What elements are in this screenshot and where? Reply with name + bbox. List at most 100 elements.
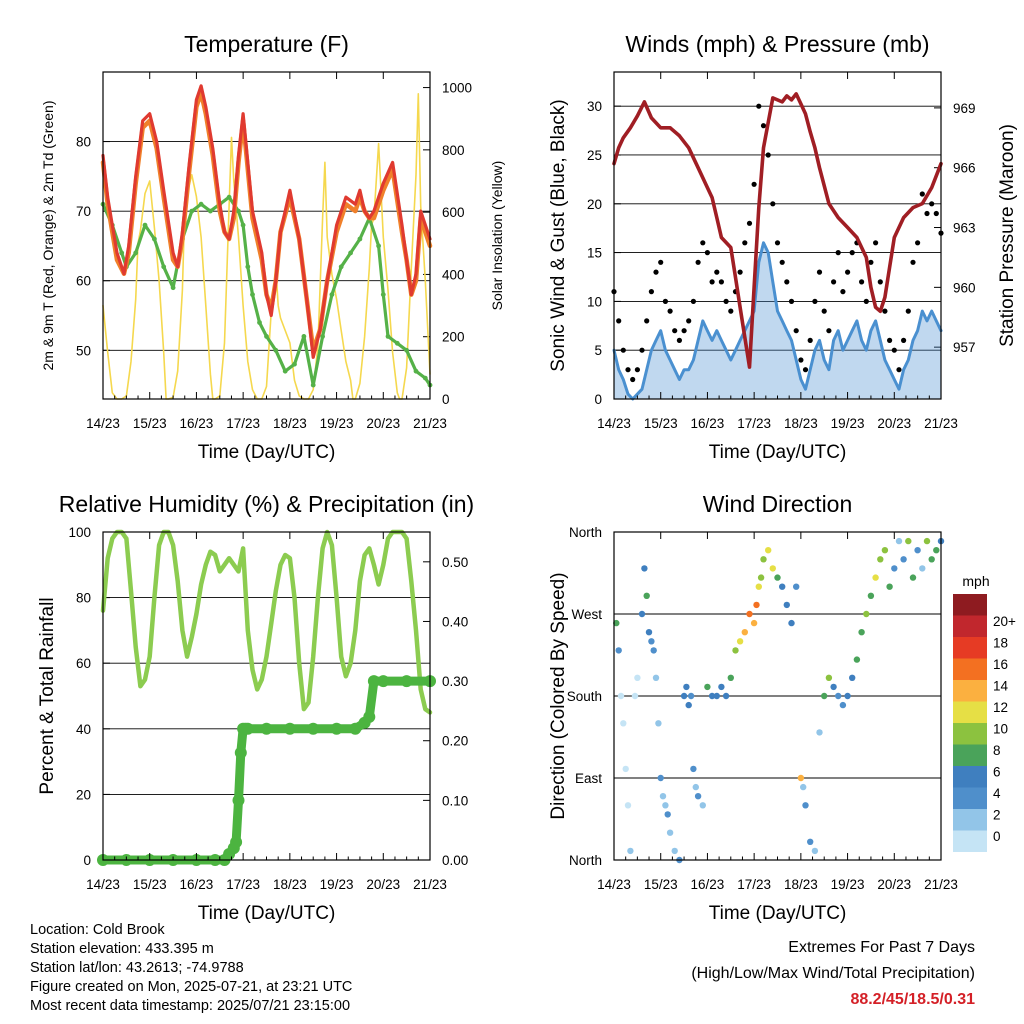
temperature-9m-line <box>100 90 433 353</box>
wind-direction-point <box>648 638 655 645</box>
wind-direction-point <box>662 802 669 809</box>
y2-tick-label: 969 <box>953 101 976 116</box>
wind-direction-point <box>905 537 912 545</box>
x-tick-label: 15/23 <box>133 416 167 431</box>
x-tick-label: 17/23 <box>737 416 771 431</box>
dewpoint-point <box>357 236 363 242</box>
wind-direction-point <box>788 619 795 627</box>
wind-direction-point <box>650 647 657 654</box>
dewpoint-point <box>301 334 307 339</box>
wind-direction-point <box>683 683 690 691</box>
extremes-values: 88.2/45/18.5/0.31 <box>850 991 975 1008</box>
wind-gust-point <box>779 259 785 265</box>
x-tick-label: 20/23 <box>366 877 400 892</box>
latlon-text: Station lat/lon: 43.2613; -74.9788 <box>30 960 244 976</box>
precipitation-point <box>232 794 245 807</box>
wind-direction-point <box>844 692 851 700</box>
wind-direction-point <box>853 656 861 663</box>
extremes-title: Extremes For Past 7 Days <box>788 939 975 956</box>
wind-gust-point <box>756 103 762 109</box>
winds-chart: 0 5 10 15 20 25 30 957 960 963 966 969 Winds (mph) &… <box>548 31 1018 463</box>
x-tick-label: 18/23 <box>273 877 307 892</box>
y-tick-label: 40 <box>76 722 91 737</box>
x-tick-label: 20/23 <box>877 877 911 892</box>
extremes-subtitle: (High/Low/Max Wind/Total Precipitation) <box>691 965 975 982</box>
colorbar-label: 0 <box>993 829 1001 844</box>
wind-direction-point <box>685 701 692 709</box>
wind-gust-point <box>835 250 841 256</box>
wind-gust-point <box>620 347 626 353</box>
dewpoint-point <box>282 368 288 374</box>
x-axis-label: Time (Day/UTC) <box>198 442 336 463</box>
wind-direction-point <box>659 793 667 800</box>
wind-gust-point <box>700 240 706 246</box>
wind-direction-point <box>807 838 814 845</box>
wind-direction-point <box>765 547 772 554</box>
wind-direction-point <box>704 683 711 691</box>
y2-tick-label: 0.10 <box>442 793 468 808</box>
wind-direction-point <box>825 674 833 681</box>
wind-direction-point <box>631 692 639 700</box>
dewpoint-point <box>250 292 255 297</box>
wind-gust-point <box>910 259 916 265</box>
dewpoint-point <box>404 347 409 353</box>
wind-speed-area <box>614 242 941 399</box>
wind-direction-point <box>867 592 875 599</box>
wind-gust-point <box>807 337 813 343</box>
dewpoint-point <box>338 264 344 270</box>
x-tick-label: 16/23 <box>180 877 214 892</box>
x-tick-label: 20/23 <box>877 416 911 431</box>
wind-direction-point <box>755 583 762 590</box>
colorbar-swatch <box>953 809 987 831</box>
wind-direction-point <box>655 720 662 727</box>
wind-direction-point <box>615 647 622 654</box>
colorbar-label: 8 <box>993 743 1001 758</box>
dewpoint-point <box>161 264 167 270</box>
wind-direction-point <box>783 601 790 609</box>
y-tick-label: 25 <box>587 148 602 163</box>
wind-direction-point <box>736 638 744 645</box>
dewpoint-point <box>273 347 279 353</box>
wind-gust-point <box>891 347 897 353</box>
y2-tick-label: 1000 <box>442 81 472 96</box>
wind-gust-point <box>863 298 869 304</box>
wind-direction-point <box>877 556 884 563</box>
wind-gust-point <box>695 259 701 265</box>
solar-insolation-line <box>102 93 431 400</box>
y2-tick-label: 0.50 <box>442 555 468 570</box>
wind-direction-point <box>816 729 823 736</box>
wind-direction-point <box>732 647 739 654</box>
elevation-text: Station elevation: 433.395 m <box>30 941 214 957</box>
dewpoint-point <box>189 208 195 214</box>
colorbar-label: 18 <box>993 635 1008 650</box>
wind-direction-point <box>802 802 809 809</box>
colorbar-label: 6 <box>993 764 1001 779</box>
wind-gust-point <box>816 269 823 275</box>
wind-gust-point <box>667 308 673 314</box>
dewpoint-point <box>142 222 148 228</box>
y-tick-label: 20 <box>76 787 91 802</box>
wind-gust-point <box>658 259 664 265</box>
wind-direction-point <box>923 537 931 545</box>
wind-gust-point <box>845 269 851 275</box>
extremes-box: Extremes For Past 7 Days (High/Low/Max W… <box>691 935 975 1013</box>
wind-gust-point <box>770 201 776 207</box>
wind-gust-point <box>723 298 729 304</box>
colorbar-label: 2 <box>993 807 1001 822</box>
x-tick-label: 17/23 <box>737 877 771 892</box>
wind-direction-point <box>722 692 730 700</box>
x-tick-label: 14/23 <box>597 877 631 892</box>
y-tick-label: 0 <box>594 392 602 407</box>
wind-gust-point <box>751 181 757 187</box>
wind-direction-point <box>914 547 921 554</box>
y2-axis-label: Solar Insolation (Yellow) <box>489 161 505 311</box>
wind-gust-point <box>929 201 935 207</box>
colorbar-label: 4 <box>993 786 1001 801</box>
temperature-2m-line <box>101 84 432 359</box>
y2-tick-label: 0 <box>442 392 450 407</box>
wind-direction-point <box>671 847 678 855</box>
dewpoint-point <box>292 361 297 367</box>
y-tick-label: 80 <box>76 135 91 150</box>
x-tick-label: 18/23 <box>784 416 818 431</box>
